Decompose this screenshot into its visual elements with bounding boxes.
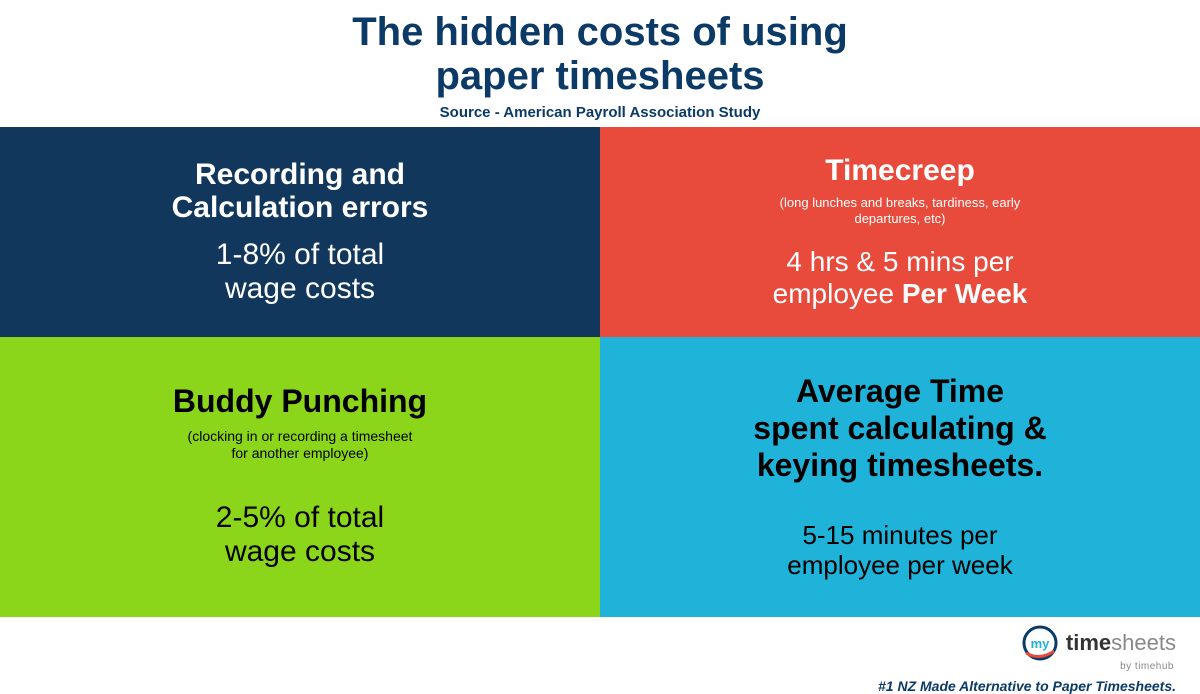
panel-stat: 5-15 minutes per employee per week <box>787 521 1012 581</box>
brand-logo: my timesheets <box>878 623 1176 663</box>
stat-line-2: wage costs <box>225 535 375 568</box>
logo-my-text: my <box>1031 636 1051 651</box>
panel-heading: Timecreep <box>825 154 975 187</box>
brand-block: my timesheets by timehub #1 NZ Made Alte… <box>878 623 1176 694</box>
panel-heading: Recording and Calculation errors <box>172 158 429 224</box>
panel-grid: Recording and Calculation errors 1-8% of… <box>0 127 1200 617</box>
sub-line-2: for another employee) <box>232 445 369 461</box>
panel-timecreep: Timecreep (long lunches and breaks, tard… <box>600 127 1200 337</box>
sub-line-1: (long lunches and breaks, tardiness, ear… <box>780 195 1021 210</box>
header: The hidden costs of using paper timeshee… <box>0 0 1200 127</box>
stat-line-1: 2-5% of total <box>216 501 384 534</box>
heading-line-2: Calculation errors <box>172 191 429 224</box>
logo-ring-icon: my <box>1020 623 1060 663</box>
heading-line-1: Average Time <box>796 373 1004 409</box>
stat-line-1: 4 hrs & 5 mins per <box>786 246 1013 277</box>
panel-avg-time: Average Time spent calculating & keying … <box>600 337 1200 617</box>
panel-stat: 4 hrs & 5 mins per employee Per Week <box>773 246 1028 310</box>
heading-line-2: spent calculating & <box>753 410 1046 446</box>
panel-stat: 1-8% of total wage costs <box>216 238 384 307</box>
stat-line-2-prefix: employee <box>773 278 902 309</box>
stat-line-1: 5-15 minutes per <box>802 520 997 550</box>
panel-subtext: (long lunches and breaks, tardiness, ear… <box>780 195 1021 228</box>
title-line-1: The hidden costs of using <box>352 10 848 54</box>
heading-line-1: Recording and <box>195 158 405 191</box>
logo-sheets: sheets <box>1111 630 1176 655</box>
stat-line-1: 1-8% of total <box>216 238 384 271</box>
sub-line-1: (clocking in or recording a timesheet <box>188 428 413 444</box>
stat-line-2: wage costs <box>225 272 375 305</box>
stat-line-2: employee per week <box>787 550 1012 580</box>
sub-line-2: departures, etc) <box>854 211 945 226</box>
logo-time: time <box>1066 630 1111 655</box>
heading-line-3: keying timesheets. <box>757 447 1043 483</box>
source-line: Source - American Payroll Association St… <box>0 104 1200 121</box>
page-title: The hidden costs of using paper timeshee… <box>0 10 1200 98</box>
panel-buddy-punching: Buddy Punching (clocking in or recording… <box>0 337 600 617</box>
panel-recording-errors: Recording and Calculation errors 1-8% of… <box>0 127 600 337</box>
panel-subtext: (clocking in or recording a timesheet fo… <box>188 428 413 463</box>
title-line-2: paper timesheets <box>435 54 764 98</box>
panel-heading: Buddy Punching <box>173 384 427 419</box>
logo-wordmark: timesheets <box>1066 630 1176 656</box>
stat-line-2-bold: Per Week <box>902 278 1028 309</box>
footer-tagline: #1 NZ Made Alternative to Paper Timeshee… <box>878 678 1176 694</box>
panel-stat: 2-5% of total wage costs <box>216 501 384 570</box>
panel-heading: Average Time spent calculating & keying … <box>753 373 1046 483</box>
